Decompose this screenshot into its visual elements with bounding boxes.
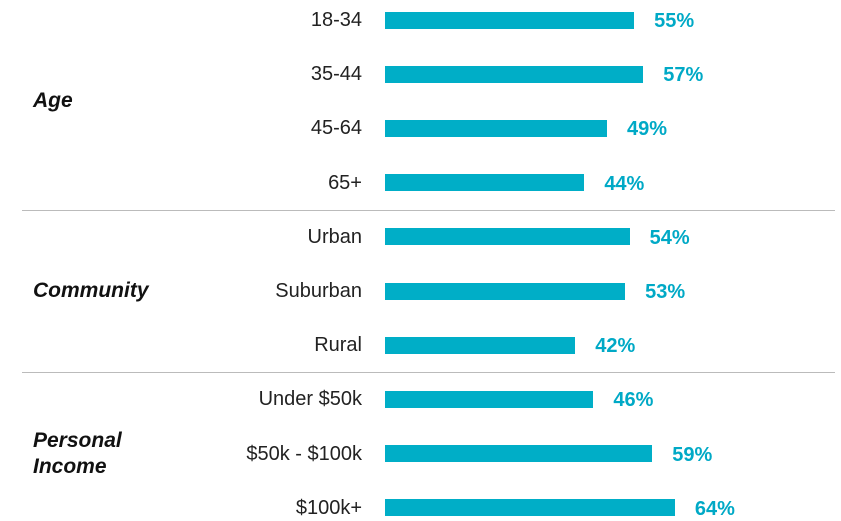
group-label: Community <box>33 279 149 302</box>
separator <box>22 209 835 211</box>
bar <box>385 119 607 137</box>
bar <box>385 174 585 192</box>
bar <box>385 11 635 29</box>
value-label: 46% <box>613 389 654 412</box>
bar <box>385 499 675 517</box>
category-label: 65+ <box>328 171 362 194</box>
category-label: Rural <box>314 334 362 357</box>
category-label: Urban <box>307 225 362 248</box>
bar <box>385 445 653 463</box>
category-label: Suburban <box>275 280 362 302</box>
category-label: $50k - $100k <box>246 442 362 465</box>
value-label: 64% <box>694 497 735 520</box>
category-label: Under $50k <box>258 388 362 411</box>
group-label: Age <box>33 89 73 113</box>
bar <box>385 336 576 354</box>
value-label: 55% <box>654 10 695 32</box>
bar <box>385 228 630 246</box>
group-label: Personal Income <box>33 428 122 478</box>
value-label: 49% <box>626 118 667 141</box>
category-label: 35-44 <box>310 63 362 86</box>
bar <box>385 65 644 83</box>
category-label: 45-64 <box>310 117 362 140</box>
value-label: 42% <box>595 335 636 358</box>
value-label: 53% <box>645 281 686 303</box>
category-label: 18-34 <box>310 9 362 31</box>
value-label: 59% <box>672 443 713 466</box>
category-label: $100k+ <box>295 496 362 519</box>
value-label: 54% <box>649 226 690 249</box>
separator <box>22 372 835 374</box>
bar <box>385 390 594 408</box>
bar <box>385 282 626 300</box>
value-label: 57% <box>663 64 704 87</box>
value-label: 44% <box>604 172 645 195</box>
